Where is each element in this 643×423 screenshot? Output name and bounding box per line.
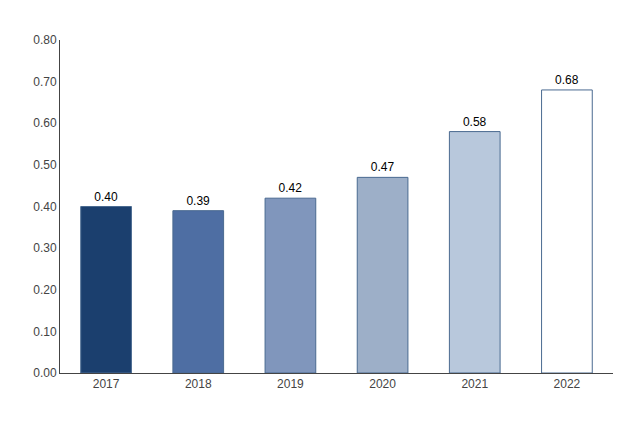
svg-text:0.58: 0.58 <box>463 115 487 129</box>
svg-text:0.39: 0.39 <box>186 194 210 208</box>
svg-text:0.50: 0.50 <box>33 158 57 172</box>
svg-text:0.68: 0.68 <box>555 73 579 87</box>
svg-text:0.20: 0.20 <box>33 283 57 297</box>
svg-text:2020: 2020 <box>369 377 396 391</box>
svg-text:0.40: 0.40 <box>94 190 118 204</box>
svg-text:2022: 2022 <box>554 377 581 391</box>
svg-text:2018: 2018 <box>185 377 212 391</box>
svg-text:0.40: 0.40 <box>33 200 57 214</box>
svg-text:0.30: 0.30 <box>33 241 57 255</box>
svg-text:0.42: 0.42 <box>279 181 303 195</box>
svg-text:0.10: 0.10 <box>33 325 57 339</box>
svg-text:0.47: 0.47 <box>371 160 395 174</box>
svg-text:2021: 2021 <box>461 377 488 391</box>
svg-text:0.80: 0.80 <box>33 33 57 47</box>
svg-text:0.60: 0.60 <box>33 116 57 130</box>
svg-text:2019: 2019 <box>277 377 304 391</box>
svg-text:0.70: 0.70 <box>33 75 57 89</box>
svg-text:2017: 2017 <box>93 377 120 391</box>
svg-text:0.00: 0.00 <box>33 366 57 380</box>
